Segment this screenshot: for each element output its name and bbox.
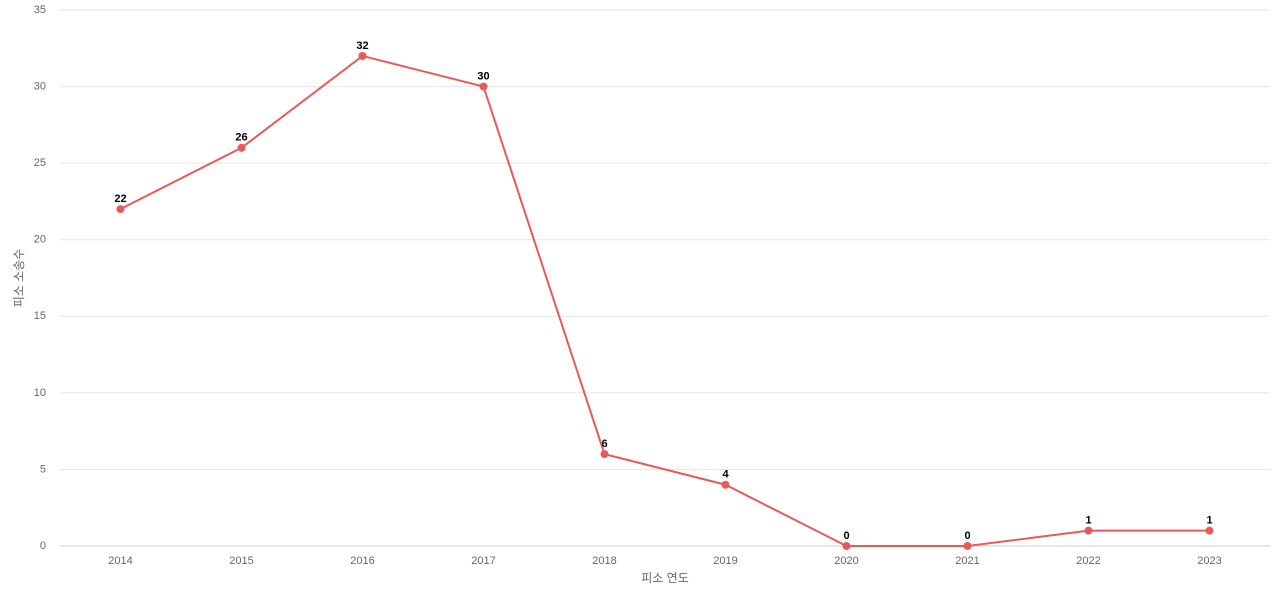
y-tick-label: 5 xyxy=(40,463,46,475)
y-axis-title: 피소 소송수 xyxy=(12,249,26,308)
y-tick-label: 10 xyxy=(34,387,46,399)
x-tick-label: 2016 xyxy=(350,555,374,567)
x-tick-label: 2019 xyxy=(713,555,737,567)
y-tick-label: 30 xyxy=(34,80,46,92)
x-axis-title: 피소 연도 xyxy=(641,571,689,585)
point xyxy=(358,51,367,60)
y-tick-label: 25 xyxy=(34,157,46,169)
line xyxy=(120,54,1210,547)
x-tick-label: 2018 xyxy=(592,555,616,567)
point xyxy=(963,542,972,550)
x-tick-label: 2021 xyxy=(955,555,979,567)
y-tick-label: 0 xyxy=(40,540,46,552)
data-label: 1 xyxy=(1085,515,1091,527)
x-tick-label: 2023 xyxy=(1197,555,1221,567)
point xyxy=(600,450,609,459)
data-label: 30 xyxy=(477,70,489,82)
point xyxy=(1084,526,1093,535)
data-label: 26 xyxy=(235,132,247,144)
data-label: 0 xyxy=(964,530,970,542)
x-tick-label: 2022 xyxy=(1076,555,1100,567)
y-tick-label: 35 xyxy=(34,4,46,16)
point xyxy=(237,143,246,152)
x-tick-label: 2020 xyxy=(834,555,858,567)
data-label: 6 xyxy=(601,438,607,450)
y-tick-label: 15 xyxy=(34,310,46,322)
data-label: 1 xyxy=(1206,515,1212,527)
x-tick-label: 2015 xyxy=(229,555,253,567)
y-tick-label: 20 xyxy=(34,234,46,246)
point xyxy=(479,82,488,91)
point xyxy=(116,205,125,214)
point xyxy=(1205,526,1214,535)
point xyxy=(721,480,730,489)
x-tick-label: 2017 xyxy=(471,555,495,567)
point xyxy=(842,542,851,550)
data-label: 32 xyxy=(356,40,368,52)
data-label: 4 xyxy=(722,469,729,481)
data-label: 22 xyxy=(114,193,126,205)
x-tick-label: 2014 xyxy=(108,555,132,567)
data-label: 0 xyxy=(843,530,849,542)
